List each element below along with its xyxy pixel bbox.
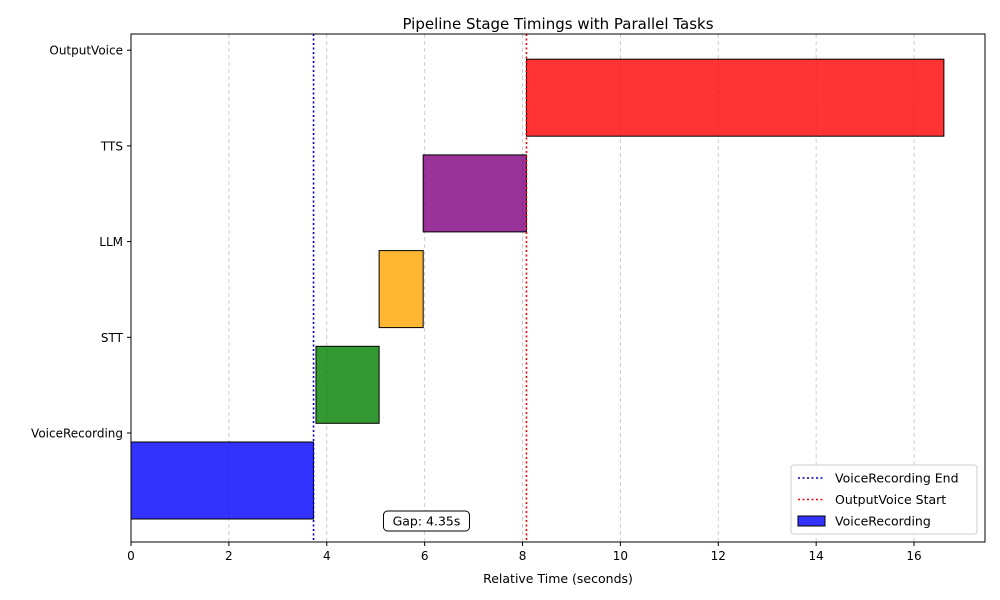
gap-annotation-box: [382, 510, 470, 532]
y-tick-label: STT: [101, 331, 124, 345]
x-tick-label: 8: [519, 549, 527, 563]
x-tick-label: 0: [127, 549, 135, 563]
x-axis-label: Relative Time (seconds): [483, 571, 633, 586]
x-axis-ticks: 0 2 4 6 8 10 12 14 16: [127, 542, 922, 563]
gap-annotation-text: Gap: 4.35s: [393, 514, 461, 529]
x-tick-label: 14: [809, 549, 824, 563]
x-tick-label: 2: [225, 549, 233, 563]
marker-lines: [312, 34, 528, 542]
legend-label: VoiceRecording End: [835, 471, 959, 486]
x-tick-label: 12: [711, 549, 726, 563]
legend-label: OutputVoice Start: [835, 492, 946, 507]
bars: [130, 58, 945, 520]
x-tick-label: 4: [323, 549, 331, 563]
bar-voicerecording: [130, 441, 315, 520]
chart-title: Pipeline Stage Timings with Parallel Tas…: [402, 15, 713, 33]
legend: VoiceRecording End OutputVoice Start Voice…: [790, 464, 978, 535]
y-tick-label: TTS: [100, 139, 123, 153]
x-tick-label: 10: [613, 549, 628, 563]
y-tick-label: OutputVoice: [49, 44, 123, 58]
x-tick-label: 6: [421, 549, 429, 563]
bar-tts: [422, 154, 527, 233]
gap-annotation: Gap: 4.35s: [382, 510, 470, 532]
plot-frame: [130, 33, 986, 543]
bar-outputvoice: [525, 58, 945, 137]
y-tick-label: LLM: [99, 235, 123, 249]
bar-llm: [378, 250, 424, 329]
y-tick-label: VoiceRecording: [31, 427, 123, 441]
legend-label: VoiceRecording: [835, 514, 931, 529]
legend-box: [790, 464, 978, 535]
legend-patch-swatch: [797, 515, 826, 527]
y-axis-ticks: VoiceRecording STT LLM TTS OutputVoice: [31, 44, 131, 441]
bar-stt: [315, 345, 380, 424]
x-tick-label: 16: [906, 549, 921, 563]
